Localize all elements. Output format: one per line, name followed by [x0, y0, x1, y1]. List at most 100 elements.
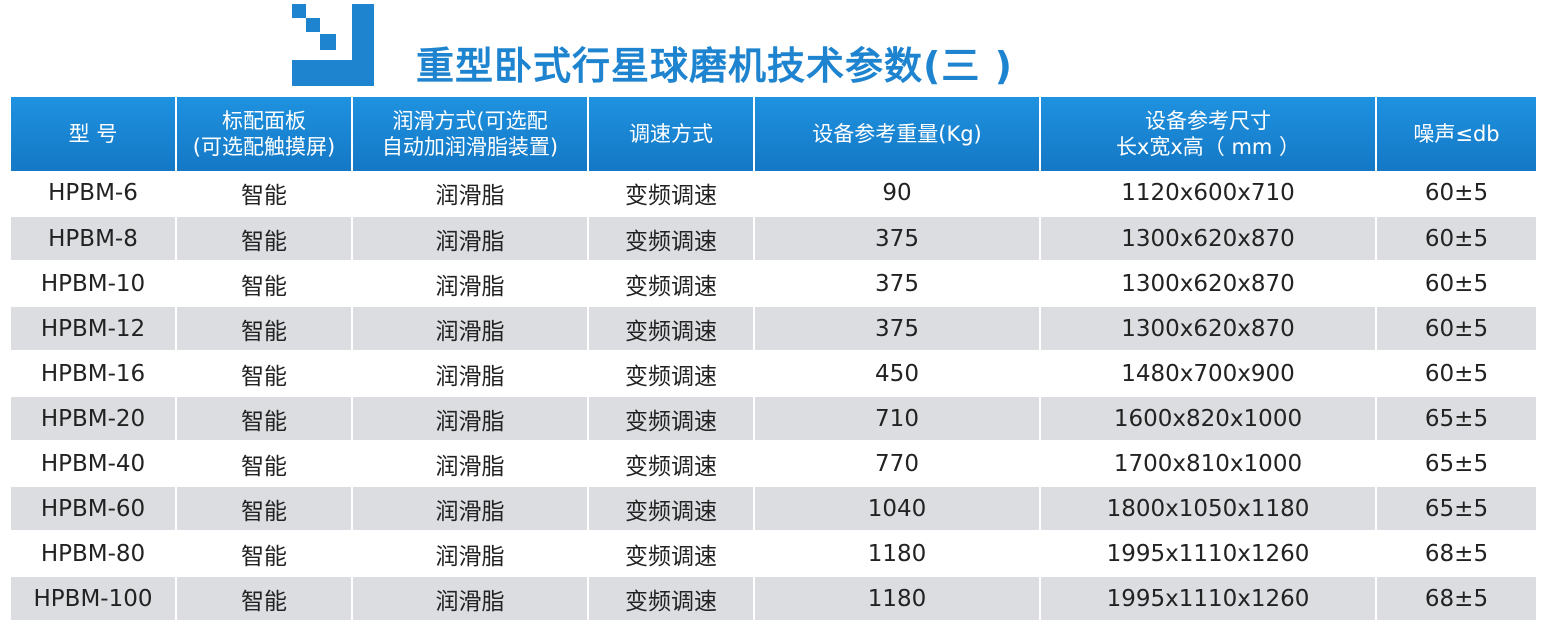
table-row: HPBM-16 智能 润滑脂 变频调速 450 1480x700x900 60±5 [9, 351, 1538, 397]
column-header-line: 自动加润滑脂装置) [381, 135, 559, 159]
cell-speed-control: 变频调速 [587, 306, 755, 352]
cell-speed-control: 变频调速 [587, 216, 755, 262]
cell-weight: 90 [753, 171, 1041, 217]
cell-lubrication: 润滑脂 [351, 531, 589, 577]
column-header-line: 噪声≤db [1413, 122, 1500, 146]
cell-dimensions: 1120x600x710 [1039, 171, 1377, 217]
cell-weight: 1180 [753, 576, 1041, 622]
cell-model: HPBM-60 [9, 486, 177, 532]
column-header-line: 长x宽x高（ mm ） [1115, 135, 1301, 159]
column-header-line: 调速方式 [629, 122, 713, 146]
column-header-line: (可选配触摸屏) [192, 135, 336, 159]
cell-dimensions: 1995x1110x1260 [1039, 531, 1377, 577]
page-title: 重型卧式行星球磨机技术参数(三 ) [416, 44, 1013, 88]
cell-model: HPBM-10 [9, 261, 177, 307]
cell-dimensions: 1300x620x870 [1039, 261, 1377, 307]
cell-noise: 68±5 [1375, 531, 1538, 577]
cell-speed-control: 变频调速 [587, 396, 755, 442]
cell-dimensions: 1700x810x1000 [1039, 441, 1377, 487]
cell-model: HPBM-6 [9, 171, 177, 217]
cell-panel: 智能 [175, 171, 353, 217]
cell-lubrication: 润滑脂 [351, 216, 589, 262]
column-header-noise: 噪声≤db [1375, 97, 1538, 171]
spec-table: 型 号标配面板 (可选配触摸屏) 润滑方式(可选配 自动加润滑脂装置) 调速方式 设备参考… [9, 97, 1538, 622]
cell-noise: 60±5 [1375, 306, 1538, 352]
table-row: HPBM-100 智能 润滑脂 变频调速 1180 1995x1110x1260 68±5 [9, 576, 1538, 622]
cell-panel: 智能 [175, 261, 353, 307]
cell-noise: 60±5 [1375, 171, 1538, 217]
brand-logo-icon [292, 4, 374, 86]
cell-model: HPBM-20 [9, 396, 177, 442]
cell-model: HPBM-12 [9, 306, 177, 352]
cell-panel: 智能 [175, 576, 353, 622]
cell-model: HPBM-16 [9, 351, 177, 397]
cell-panel: 智能 [175, 531, 353, 577]
cell-weight: 1040 [753, 486, 1041, 532]
table-row: HPBM-12 智能 润滑脂 变频调速 375 1300x620x870 60±5 [9, 306, 1538, 352]
column-header-model: 型 号 [9, 97, 177, 171]
cell-dimensions: 1600x820x1000 [1039, 396, 1377, 442]
cell-weight: 375 [753, 306, 1041, 352]
table-row: HPBM-8 智能 润滑脂 变频调速 375 1300x620x870 60±5 [9, 216, 1538, 262]
cell-noise: 60±5 [1375, 216, 1538, 262]
cell-speed-control: 变频调速 [587, 531, 755, 577]
cell-speed-control: 变频调速 [587, 576, 755, 622]
table-row: HPBM-20 智能 润滑脂 变频调速 710 1600x820x1000 65±5 [9, 396, 1538, 442]
column-header-line: 设备参考重量(Kg) [812, 122, 982, 146]
cell-speed-control: 变频调速 [587, 261, 755, 307]
cell-panel: 智能 [175, 351, 353, 397]
cell-lubrication: 润滑脂 [351, 261, 589, 307]
column-header-weight: 设备参考重量(Kg) [753, 97, 1041, 171]
cell-lubrication: 润滑脂 [351, 351, 589, 397]
column-header-line: 标配面板 [222, 109, 306, 133]
cell-lubrication: 润滑脂 [351, 306, 589, 352]
cell-speed-control: 变频调速 [587, 351, 755, 397]
cell-weight: 375 [753, 261, 1041, 307]
cell-model: HPBM-100 [9, 576, 177, 622]
cell-lubrication: 润滑脂 [351, 396, 589, 442]
cell-lubrication: 润滑脂 [351, 441, 589, 487]
cell-weight: 450 [753, 351, 1041, 397]
table-row: HPBM-80 智能 润滑脂 变频调速 1180 1995x1110x1260 68±5 [9, 531, 1538, 577]
cell-weight: 1180 [753, 531, 1041, 577]
cell-weight: 770 [753, 441, 1041, 487]
cell-panel: 智能 [175, 216, 353, 262]
cell-model: HPBM-40 [9, 441, 177, 487]
cell-dimensions: 1300x620x870 [1039, 216, 1377, 262]
cell-dimensions: 1300x620x870 [1039, 306, 1377, 352]
table-body: HPBM-6 智能 润滑脂 变频调速 90 1120x600x710 60±5 HPBM-8 智… [9, 171, 1538, 622]
cell-noise: 68±5 [1375, 576, 1538, 622]
column-header-speed-control: 调速方式 [587, 97, 755, 171]
cell-model: HPBM-8 [9, 216, 177, 262]
cell-weight: 710 [753, 396, 1041, 442]
table-header-row: 型 号标配面板 (可选配触摸屏) 润滑方式(可选配 自动加润滑脂装置) 调速方式 设备参考… [9, 97, 1538, 171]
cell-lubrication: 润滑脂 [351, 486, 589, 532]
cell-noise: 65±5 [1375, 441, 1538, 487]
cell-noise: 60±5 [1375, 351, 1538, 397]
table-row: HPBM-6 智能 润滑脂 变频调速 90 1120x600x710 60±5 [9, 171, 1538, 217]
cell-weight: 375 [753, 216, 1041, 262]
cell-panel: 智能 [175, 306, 353, 352]
cell-noise: 60±5 [1375, 261, 1538, 307]
table-row: HPBM-60 智能 润滑脂 变频调速 1040 1800x1050x1180 65±5 [9, 486, 1538, 532]
cell-noise: 65±5 [1375, 396, 1538, 442]
cell-speed-control: 变频调速 [587, 486, 755, 532]
column-header-line: 型 号 [68, 122, 118, 146]
cell-noise: 65±5 [1375, 486, 1538, 532]
cell-lubrication: 润滑脂 [351, 171, 589, 217]
cell-panel: 智能 [175, 396, 353, 442]
table-row: HPBM-40 智能 润滑脂 变频调速 770 1700x810x1000 65±5 [9, 441, 1538, 487]
column-header-dimensions: 设备参考尺寸 长x宽x高（ mm ） [1039, 97, 1377, 171]
column-header-lubrication: 润滑方式(可选配 自动加润滑脂装置) [351, 97, 589, 171]
cell-panel: 智能 [175, 441, 353, 487]
cell-panel: 智能 [175, 486, 353, 532]
column-header-panel: 标配面板 (可选配触摸屏) [175, 97, 353, 171]
cell-speed-control: 变频调速 [587, 171, 755, 217]
cell-dimensions: 1995x1110x1260 [1039, 576, 1377, 622]
cell-model: HPBM-80 [9, 531, 177, 577]
cell-dimensions: 1800x1050x1180 [1039, 486, 1377, 532]
column-header-line: 润滑方式(可选配 [392, 109, 548, 133]
cell-speed-control: 变频调速 [587, 441, 755, 487]
cell-dimensions: 1480x700x900 [1039, 351, 1377, 397]
column-header-line: 设备参考尺寸 [1145, 109, 1271, 133]
